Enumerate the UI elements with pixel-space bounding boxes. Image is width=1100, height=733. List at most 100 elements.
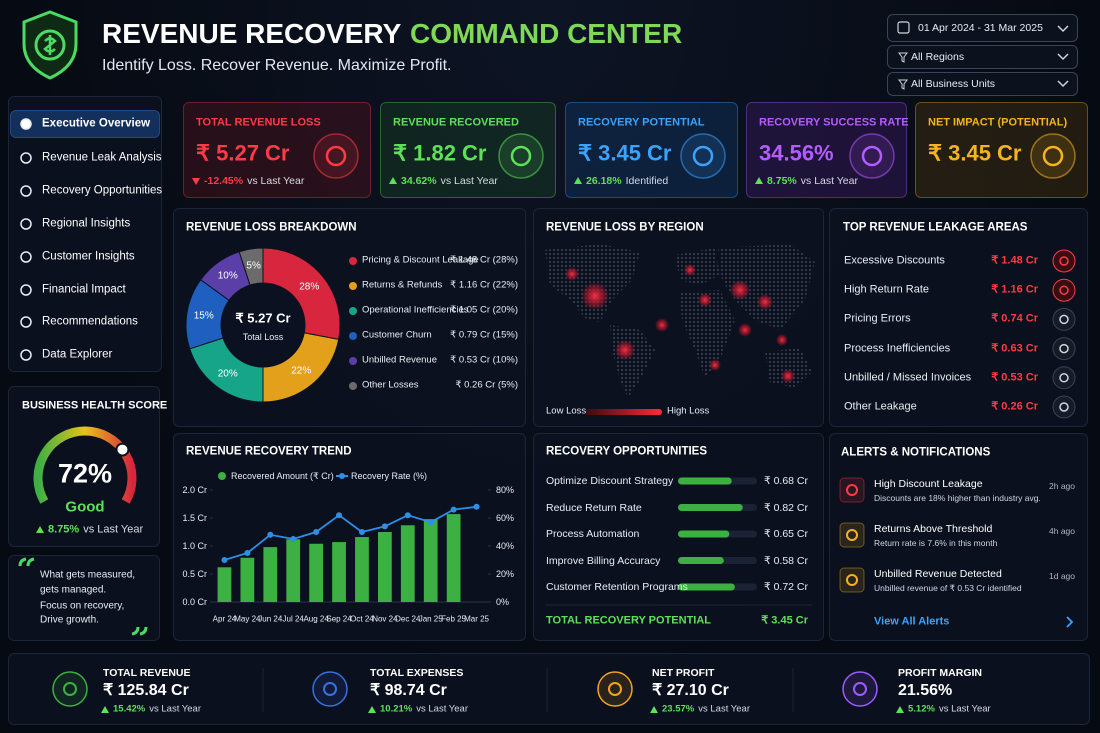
bar [678, 530, 730, 538]
arrow-up [368, 706, 376, 713]
leakage-value: ₹ 0.53 Cr [991, 371, 1038, 384]
nav-item[interactable]: Customer Insights [42, 250, 135, 263]
category-label: Process Automation [546, 527, 640, 540]
change-note: vs Last Year [83, 523, 144, 536]
change-line: 8.75% vs Last Year [767, 175, 858, 187]
leakage-icon-core [1059, 256, 1069, 266]
alert-icon-core [846, 529, 858, 541]
nav-item[interactable]: Recovery Opportunities [42, 184, 163, 197]
rate-point [473, 503, 480, 510]
arrow-up [650, 706, 658, 713]
leakage-icon-core [1059, 402, 1069, 412]
bar [217, 567, 232, 602]
value-label: ₹ 0.58 Cr [763, 554, 808, 567]
alert-icon [839, 567, 865, 593]
arrow-up [101, 706, 109, 713]
change-note: vs Last Year [440, 174, 498, 187]
bar [400, 525, 415, 602]
quote-mark [18, 557, 35, 567]
leakage-icon [1052, 337, 1076, 361]
kpi-value: 34.56% [759, 140, 834, 166]
change-note: vs Last Year [247, 174, 305, 187]
kpi-icon [1030, 133, 1076, 179]
change-note: vs Last Year [800, 174, 858, 187]
leakage-label: Unbilled / Missed Invoices [844, 371, 972, 384]
x-tick-label: Jun 24 [258, 614, 283, 624]
bar [678, 557, 724, 564]
arrow-up [36, 526, 44, 533]
slice-label: 5% [246, 259, 261, 271]
filter-label[interactable]: All Business Units [911, 77, 996, 90]
legend-value: ₹ 1.48 Cr (28%) [450, 254, 518, 266]
y-tick-label: 1.5 Cr [182, 512, 207, 523]
legend-label: Operational Inefficiencies [362, 304, 469, 316]
panel-title: TOP REVENUE LEAKAGE AREAS [843, 221, 1028, 234]
alert-detail: Unbilled revenue of ₹ 0.53 Cr identified [874, 583, 1022, 594]
y2-tick-label: 80% [496, 484, 515, 495]
arrow-down [192, 178, 200, 185]
footer-icon [52, 671, 88, 707]
leakage-icon-core [1059, 343, 1069, 354]
leakage-value: ₹ 0.26 Cr [991, 400, 1038, 413]
rate-point [381, 523, 388, 530]
leakage-icon-core [1059, 285, 1069, 295]
bar [286, 539, 301, 602]
world-map [545, 244, 815, 415]
filter-dropdown[interactable] [887, 72, 1078, 96]
value-label: ₹ 0.82 Cr [763, 501, 808, 514]
value-label: ₹ 0.68 Cr [763, 474, 808, 487]
chart-title: REVENUE LOSS BY REGION [546, 221, 704, 234]
footer-panel [8, 653, 1090, 725]
change-note: vs Last Year [416, 703, 468, 715]
rate-point [290, 536, 297, 542]
x-tick-label: Sep 24 [326, 614, 352, 624]
nav-item[interactable]: Recommendations [42, 315, 138, 328]
category-label: Optimize Discount Strategy [546, 474, 674, 487]
nav-item[interactable]: Revenue Leak Analysis [42, 151, 162, 164]
title-accent: COMMAND CENTER [410, 17, 683, 49]
kpi-title: RECOVERY POTENTIAL [578, 116, 705, 129]
kpi-icon-core [861, 145, 883, 167]
arrow-up [389, 177, 397, 184]
change-note: vs Last Year [149, 703, 201, 715]
filter-dropdown[interactable] [887, 14, 1078, 42]
nav-icon [20, 316, 32, 328]
alert-title: Unbilled Revenue Detected [874, 567, 1002, 580]
y2-tick-label: 40% [496, 540, 515, 551]
nav-item[interactable]: Data Explorer [42, 348, 113, 361]
kpi-title: REVENUE RECOVERED [393, 116, 519, 129]
arrow-up [574, 177, 582, 184]
change-value: 23.57% [662, 703, 695, 715]
change-note: Identified [625, 174, 669, 187]
quote-mark [131, 626, 148, 636]
donut-slice [238, 247, 264, 286]
donut-hole [222, 284, 304, 366]
leakage-icon [1052, 395, 1076, 419]
filter-dropdown[interactable] [887, 45, 1078, 69]
filter-label[interactable]: 01 Apr 2024 - 31 Mar 2025 [918, 21, 1043, 34]
donut-center-value: ₹ 5.27 Cr [235, 310, 291, 326]
change-value: 10.21% [380, 703, 413, 715]
map-legend-low: Low Loss [546, 405, 587, 417]
change-line: 10.21% vs Last Year [380, 703, 468, 716]
calendar-icon [897, 21, 910, 34]
filter-label[interactable]: All Regions [911, 50, 965, 63]
nav-item[interactable]: Financial Impact [42, 283, 126, 296]
alert-icon [839, 522, 865, 548]
legend-value: ₹ 0.26 Cr (5%) [455, 379, 518, 391]
nav-item[interactable]: Executive Overview [42, 117, 151, 130]
gauge-marker [115, 442, 130, 457]
view-all-link[interactable]: View All Alerts [874, 615, 950, 628]
rate-point [358, 529, 365, 535]
legend-value: ₹ 1.16 Cr (22%) [450, 279, 518, 291]
map-legend-high: High Loss [667, 405, 710, 417]
nav-item[interactable]: Regional Insights [42, 217, 131, 230]
rate-point [244, 550, 251, 556]
legend-value: ₹ 0.53 Cr (10%) [450, 354, 518, 366]
leakage-icon [1052, 278, 1076, 302]
footer-icon-core [608, 682, 622, 696]
leakage-icon [1052, 307, 1076, 331]
change-value: 8.75% [48, 523, 80, 536]
x-tick-label: Dec 24 [395, 614, 421, 624]
health-status: Good [65, 498, 105, 516]
